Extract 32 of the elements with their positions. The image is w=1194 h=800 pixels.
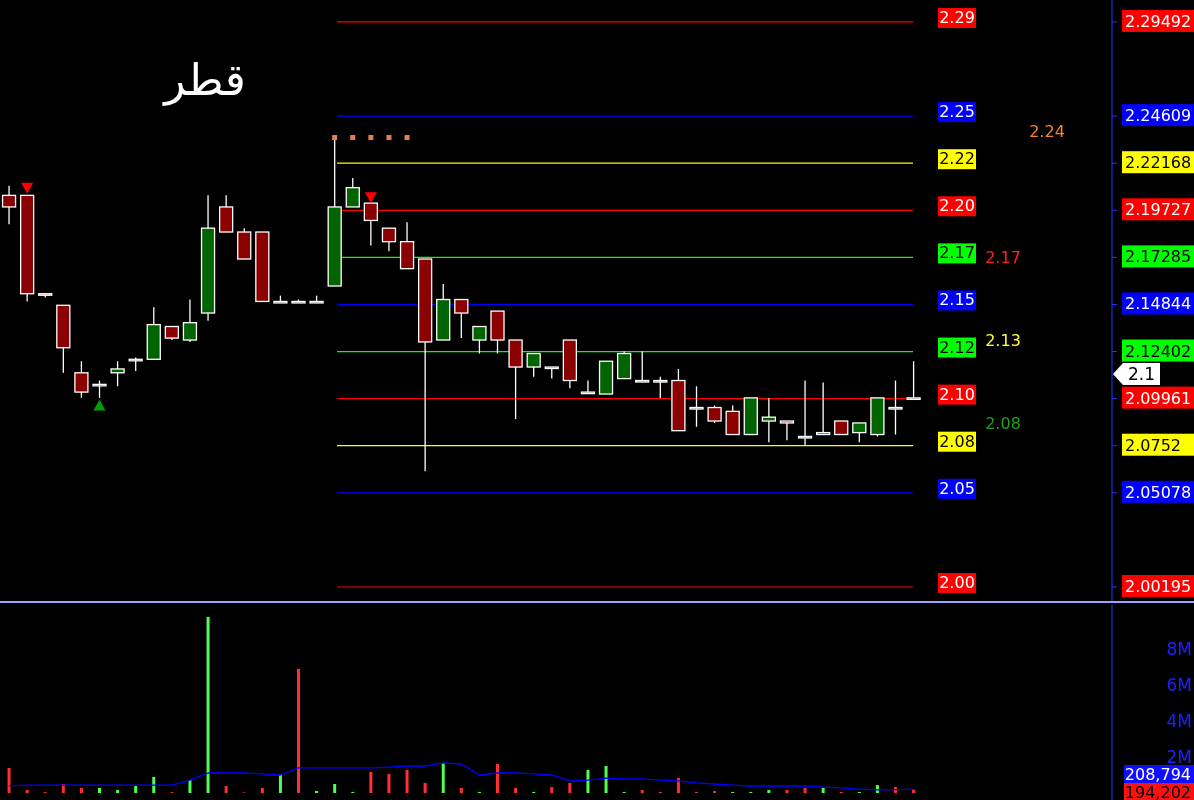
annotation: 2.13	[985, 331, 1021, 350]
ref-line-label: 2.12	[939, 337, 975, 357]
y-tick-label: 2.19727	[1125, 200, 1192, 220]
y-tick-label: 2.00195	[1125, 576, 1192, 596]
ref-line-label: 2.08	[939, 431, 975, 451]
annotation: 2.17	[985, 248, 1021, 267]
y-tick-label: 6M	[1166, 674, 1192, 695]
y-tick-label: 2.22168	[1125, 153, 1192, 173]
annotation: 2.08	[985, 414, 1021, 433]
y-tick-label: 2.29492	[1125, 11, 1192, 31]
annotation: 2.1	[1128, 364, 1156, 384]
ref-line-label: 2.29	[939, 7, 975, 27]
ref-line-label: 2.05	[939, 478, 975, 498]
text: قطر	[162, 54, 246, 106]
y-tick-label: 2M	[1166, 746, 1192, 767]
y-tick-label: 4M	[1166, 710, 1192, 731]
ref-line-label: 2.10	[939, 384, 975, 404]
y-tick-label: 8M	[1166, 638, 1192, 659]
ref-line-label: 2.25	[939, 102, 975, 122]
y-tick-label: 2.14844	[1125, 294, 1192, 314]
y-tick-label: 2.09961	[1125, 388, 1192, 408]
ref-line-label: 2.00	[939, 572, 975, 592]
ref-line-label: 2.22	[939, 149, 975, 169]
y-tick-label: 2.05078	[1125, 482, 1192, 502]
ref-line-label: 2.17	[939, 243, 975, 263]
ref-line-label: 2.20	[939, 196, 975, 216]
y-tick-label: 2.24609	[1125, 106, 1192, 126]
annotation: 2.24	[1029, 122, 1065, 141]
ref-line-label: 2.15	[939, 290, 975, 310]
y-tick-label: 2.0752	[1125, 435, 1181, 455]
y-tick-label: 2.12402	[1125, 341, 1192, 361]
y-tick-label: 2.17285	[1125, 247, 1192, 267]
